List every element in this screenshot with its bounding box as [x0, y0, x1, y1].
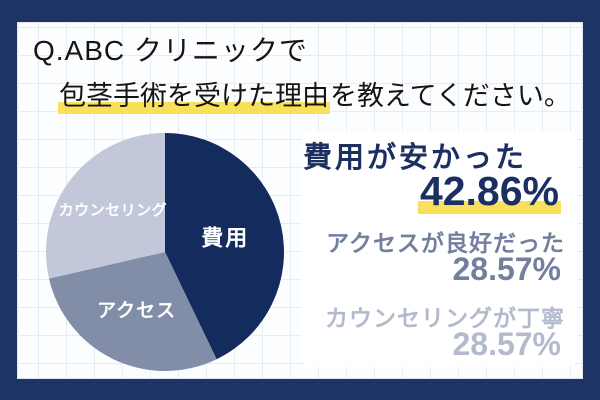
content-area: Q.ABC クリニックで 包茎手術を受けた理由を教えてください。 費用アクセス カ…	[17, 22, 583, 379]
result-2-value: 28.57%	[452, 251, 561, 287]
pie-chart: 費用アクセス カウンセリング	[45, 132, 285, 372]
question-title-line1: Q.ABC クリニックで	[33, 35, 308, 66]
pie-slice-label-0: 費用	[201, 226, 249, 251]
result-3-label: カウンセリングが丁寧	[325, 305, 565, 331]
result-2-label: アクセスが良好だった	[326, 230, 565, 256]
pie-slice-1	[48, 252, 217, 371]
question-title-highlighted-text: 包茎手術を受けた理由	[58, 81, 330, 114]
pie-slice-0	[165, 133, 284, 360]
pie-slice-label-1: アクセス	[97, 300, 176, 322]
result-3-value: 28.57%	[452, 326, 561, 362]
result-1-value: 42.86%	[417, 167, 561, 216]
question-title: Q.ABC クリニックで 包茎手術を受けた理由を教えてください。	[33, 33, 571, 114]
pie-slice-label-2: カウンセリング	[59, 201, 168, 219]
question-title-line2: 包茎手術を受けた理由を教えてください。	[58, 79, 571, 114]
question-title-rest-text: を教えてください。	[330, 81, 571, 111]
results-panel: 費用が安かった 42.86% アクセスが良好だった 28.57% カウンセリング…	[301, 131, 577, 367]
result-1-percentage: 42.86%	[417, 168, 561, 214]
pie-slice-2	[45, 133, 165, 279]
